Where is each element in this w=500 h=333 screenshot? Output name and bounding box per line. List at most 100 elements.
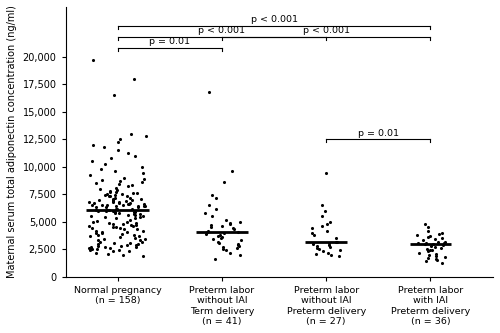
Point [126, 195, 134, 200]
Point [87, 213, 95, 219]
Point [124, 184, 132, 189]
Point [96, 186, 104, 191]
Point [109, 197, 117, 202]
Point [90, 200, 98, 206]
Point [116, 234, 124, 240]
Point [105, 194, 113, 199]
Point [136, 211, 144, 217]
Point [424, 255, 432, 261]
Point [422, 221, 430, 227]
Point [123, 229, 131, 234]
Point [419, 238, 427, 243]
Point [106, 155, 114, 161]
Point [93, 218, 101, 223]
Point [205, 202, 213, 208]
Point [104, 251, 112, 256]
Point [126, 200, 134, 206]
Point [222, 217, 230, 222]
Point [424, 249, 432, 254]
Point [207, 224, 215, 230]
Point [124, 201, 132, 207]
Point [88, 247, 96, 252]
Point [140, 228, 147, 233]
Point [112, 204, 120, 209]
Point [112, 189, 120, 195]
Point [85, 245, 93, 251]
Point [132, 222, 140, 228]
Point [435, 231, 443, 236]
Point [108, 199, 116, 204]
Point [134, 205, 141, 210]
Point [108, 208, 116, 213]
Point [84, 199, 92, 204]
Point [440, 240, 448, 245]
Point [119, 202, 127, 208]
Point [136, 215, 143, 220]
Point [130, 232, 138, 238]
Point [324, 221, 332, 227]
Point [126, 131, 134, 136]
Point [86, 233, 94, 239]
Point [123, 219, 131, 224]
Point [415, 250, 423, 255]
Point [85, 223, 93, 229]
Point [97, 166, 105, 171]
Point [432, 253, 440, 258]
Point [108, 196, 116, 201]
Point [110, 249, 118, 254]
Point [430, 244, 438, 250]
Point [202, 231, 210, 236]
Point [439, 242, 447, 247]
Point [336, 248, 344, 253]
Point [109, 224, 117, 230]
Point [92, 207, 100, 212]
Point [131, 236, 139, 241]
Point [142, 237, 150, 242]
Point [320, 208, 328, 213]
Point [315, 247, 323, 252]
Point [98, 177, 106, 182]
Point [214, 239, 222, 244]
Point [120, 175, 128, 180]
Point [209, 237, 217, 242]
Point [116, 243, 124, 249]
Point [318, 223, 326, 229]
Point [132, 244, 140, 250]
Point [88, 142, 96, 147]
Point [212, 195, 220, 200]
Point [130, 190, 138, 196]
Point [100, 193, 108, 198]
Point [440, 254, 448, 260]
Point [432, 256, 440, 262]
Point [125, 249, 133, 254]
Point [115, 200, 123, 206]
Point [140, 213, 147, 219]
Point [220, 230, 228, 235]
Point [138, 239, 145, 244]
Point [220, 179, 228, 185]
Point [428, 243, 436, 249]
Point [424, 224, 432, 230]
Point [141, 204, 149, 209]
Point [100, 215, 108, 220]
Point [112, 195, 120, 200]
Point [96, 239, 104, 244]
Point [308, 230, 316, 235]
Point [308, 226, 316, 231]
Point [92, 228, 100, 233]
Point [140, 201, 148, 207]
Point [202, 229, 210, 235]
Point [126, 217, 134, 222]
Point [422, 240, 430, 245]
Point [422, 259, 430, 264]
Point [106, 245, 114, 251]
Point [111, 193, 119, 198]
Point [122, 198, 130, 203]
Point [310, 232, 318, 238]
Point [131, 212, 139, 218]
Point [204, 228, 212, 233]
Point [86, 248, 94, 253]
Point [437, 245, 445, 251]
Point [206, 89, 214, 95]
Point [116, 137, 124, 142]
